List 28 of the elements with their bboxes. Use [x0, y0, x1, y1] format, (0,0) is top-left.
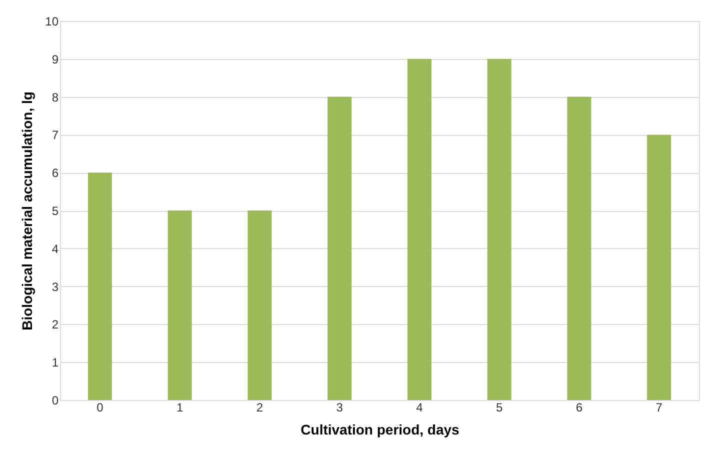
x-tick-label: 3 [336, 400, 344, 414]
y-tick-label: 3 [52, 280, 59, 294]
bar [248, 210, 272, 400]
bar [647, 134, 672, 400]
y-tick-label: 10 [45, 14, 59, 28]
x-tick-label: 7 [656, 400, 663, 414]
y-tick-label: 4 [52, 242, 59, 256]
y-tick-label: 6 [52, 166, 59, 180]
x-tick-label: 2 [256, 400, 264, 414]
y-tick-label: 9 [52, 52, 59, 66]
y-tick-label: 7 [52, 128, 59, 142]
x-tick-label: 5 [496, 400, 503, 414]
x-tick-label: 4 [416, 400, 424, 414]
y-tick-label: 1 [52, 356, 59, 370]
y-axis-title: Biological material accumulation, lg [19, 92, 36, 330]
y-tick-label: 2 [52, 318, 59, 332]
bar [168, 210, 192, 400]
bar [407, 58, 432, 400]
bar [487, 58, 512, 400]
x-tick-label: 6 [576, 400, 583, 414]
x-axis-title: Cultivation period, days [300, 422, 460, 438]
x-tick-label: 0 [96, 400, 104, 414]
bar [328, 96, 352, 400]
bar [567, 96, 592, 400]
bar [88, 172, 112, 400]
y-tick-label: 8 [52, 90, 59, 104]
y-tick-label: 5 [52, 204, 59, 218]
x-tick-label: 1 [176, 400, 184, 414]
